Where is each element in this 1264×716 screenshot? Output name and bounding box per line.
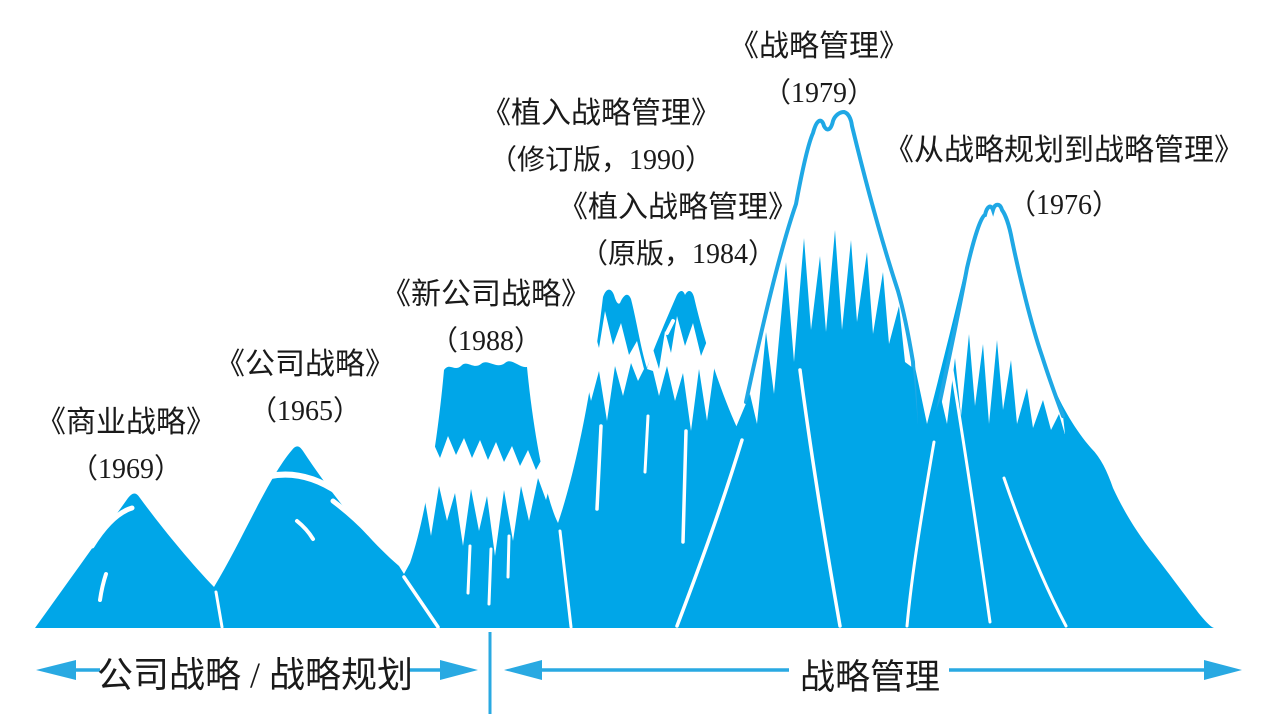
snowcap-strategic-management-peak — [734, 109, 919, 440]
right-era-arrow — [504, 660, 1242, 680]
book-label-implanting-original: 《植入战略管理》 （原版，1984） — [558, 184, 798, 278]
snow-band-volcano — [406, 436, 552, 556]
book-year: （1988） — [429, 326, 542, 357]
book-year: （1979） — [762, 78, 875, 109]
era-label-strategic-management: 战略管理 — [799, 658, 941, 697]
book-year: （1969） — [69, 454, 182, 485]
book-title: 《公司战略》 — [215, 348, 395, 381]
book-year: （1976） — [1007, 190, 1120, 221]
timeline-axis — [36, 632, 1242, 714]
snowcap-1976-peak — [926, 202, 1066, 446]
era-label-corporate-strategy-planning: 公司战略 / 战略规划 — [96, 655, 414, 695]
book-title: 《从战略规划到战略管理》 — [884, 134, 1244, 167]
book-title: 《植入战略管理》 — [558, 191, 798, 224]
book-label-new-corporate-strategy: 《新公司战略》 （1988） — [381, 271, 591, 365]
book-title: 《战略管理》 — [729, 30, 909, 63]
book-year: （原版，1984） — [579, 239, 776, 270]
book-title: 《商业战略》 — [36, 406, 216, 439]
snow-band-twin-right — [647, 316, 729, 431]
book-label-business-strategy: 《商业战略》 （1969） — [36, 399, 216, 493]
book-label-corporate-strategy: 《公司战略》 （1965） — [215, 341, 395, 435]
left-era-arrow — [36, 660, 478, 680]
book-year: （修订版，1990） — [488, 145, 713, 176]
highlight-streaks — [89, 317, 1068, 629]
book-title: 《植入战略管理》 — [481, 97, 721, 130]
book-label-implanting-revised: 《植入战略管理》 （修订版，1990） — [481, 90, 721, 184]
book-label-strategic-management: 《战略管理》 （1979） — [729, 23, 909, 117]
snow-band-twin-left — [567, 311, 644, 421]
book-title: 《新公司战略》 — [381, 278, 591, 311]
book-year: （1965） — [248, 396, 361, 427]
book-label-planning-to-management: 《从战略规划到战略管理》 （1976） — [884, 127, 1244, 229]
